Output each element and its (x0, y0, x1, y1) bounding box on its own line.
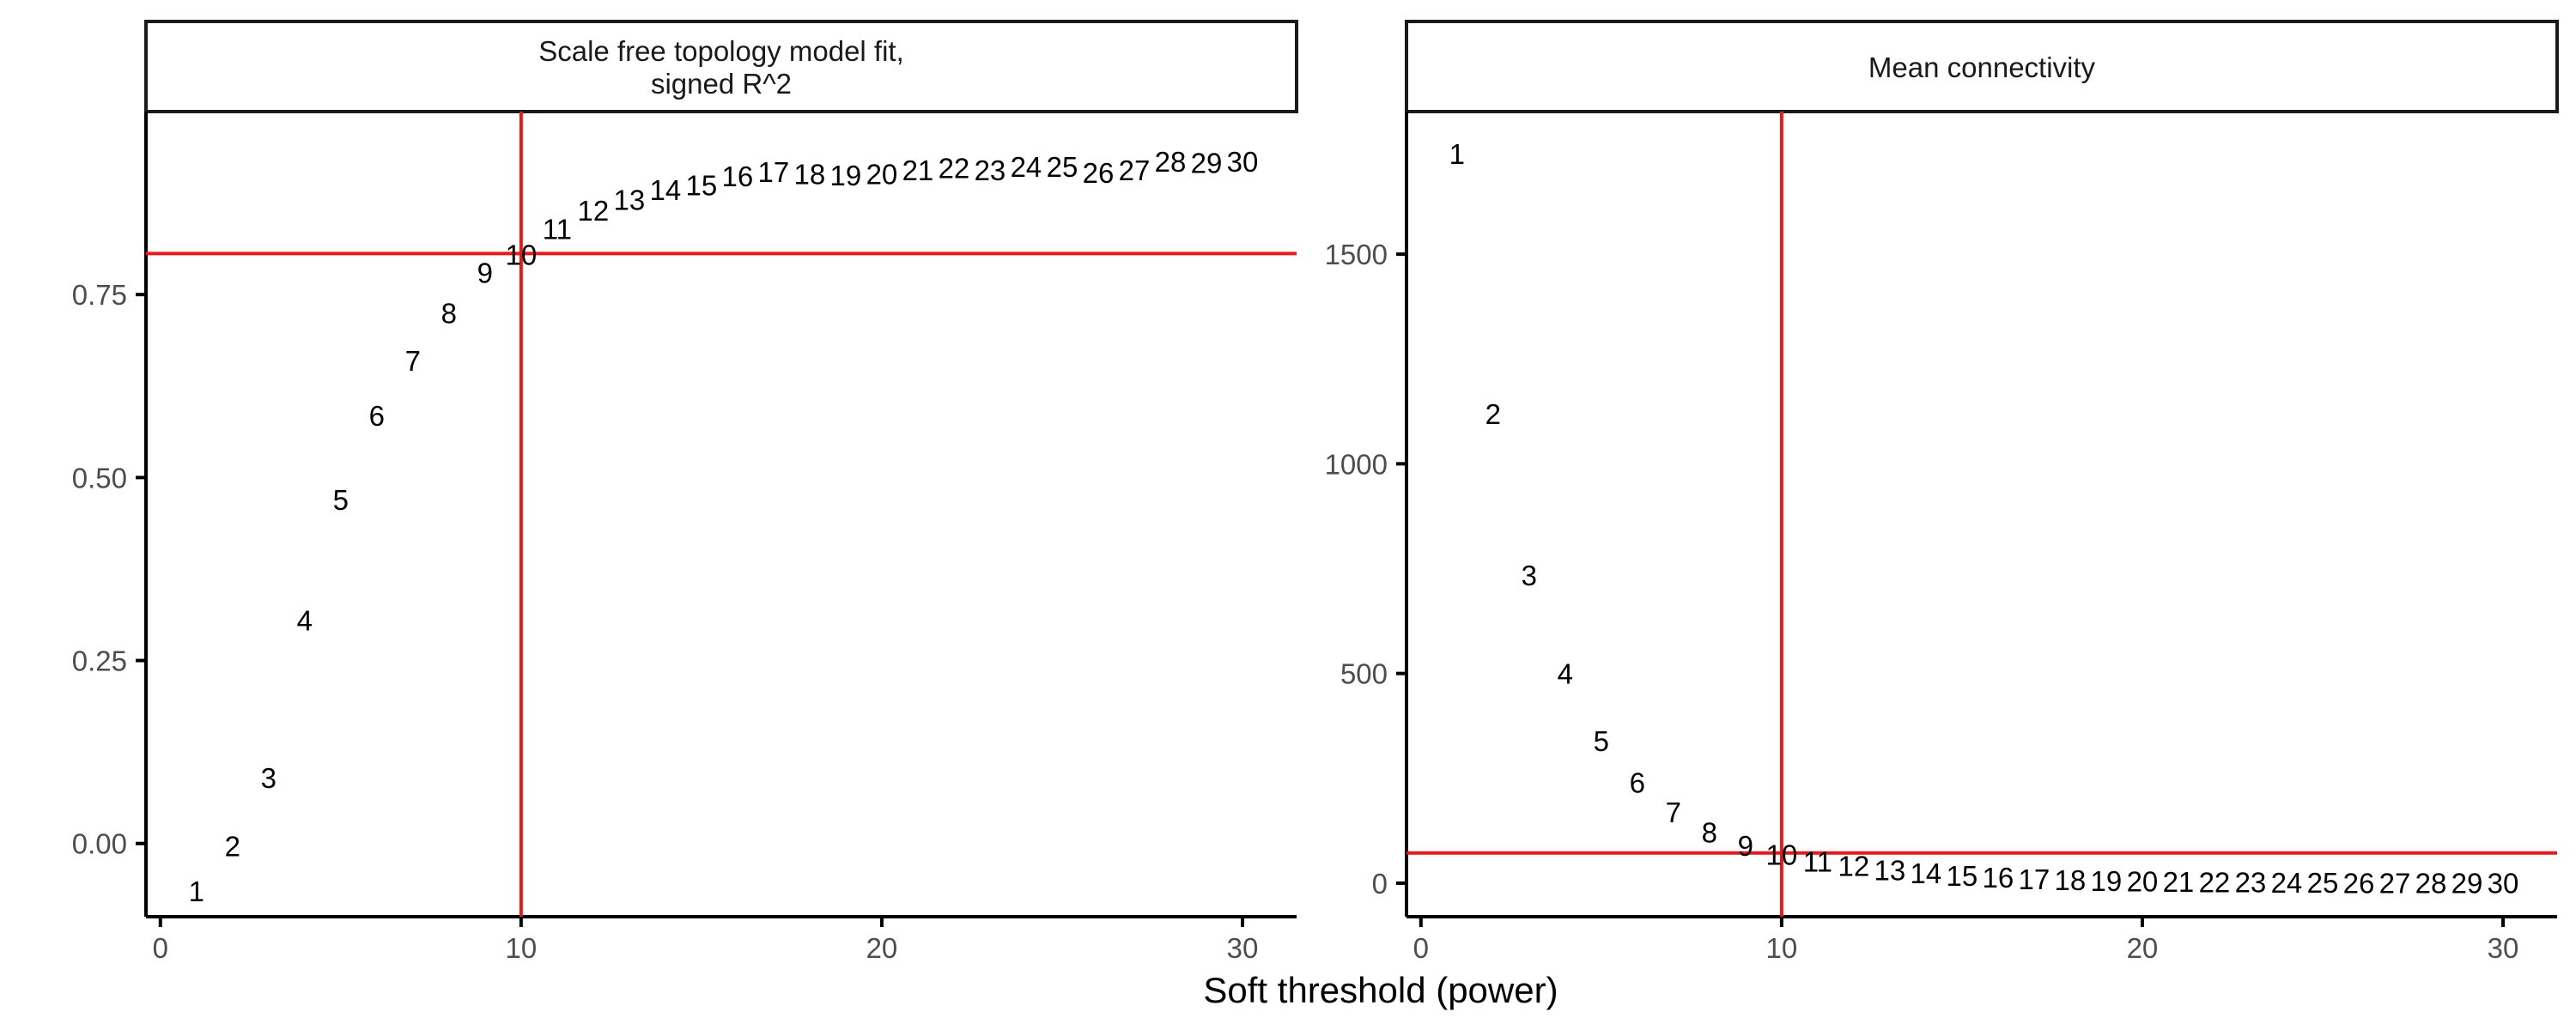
point-label-25: 25 (2307, 867, 2339, 899)
point-label-24: 24 (2271, 867, 2303, 899)
y-tick-label: 0 (1372, 868, 1388, 900)
x-tick-label: 10 (1766, 932, 1798, 964)
point-label-27: 27 (2379, 867, 2411, 899)
point-label-6: 6 (369, 400, 385, 432)
point-label-24: 24 (1011, 151, 1042, 183)
point-label-23: 23 (975, 154, 1006, 186)
x-tick-label: 30 (1227, 932, 1259, 964)
panel-scale-free-fit: Scale free topology model fit, signed R^… (72, 20, 1298, 964)
point-label-17: 17 (758, 156, 790, 188)
point-label-5: 5 (333, 484, 349, 516)
point-label-8: 8 (1702, 816, 1717, 848)
point-label-22: 22 (2199, 866, 2231, 898)
x-tick-label: 20 (2127, 932, 2159, 964)
point-label-21: 21 (902, 154, 934, 186)
point-label-25: 25 (1047, 151, 1078, 183)
x-tick-label: 0 (153, 932, 168, 964)
point-label-29: 29 (2451, 868, 2483, 900)
point-label-1: 1 (1449, 138, 1465, 170)
point-label-16: 16 (722, 161, 754, 192)
y-tick-label: 1500 (1325, 239, 1388, 270)
point-label-14: 14 (650, 174, 682, 206)
point-label-13: 13 (1874, 854, 1906, 886)
point-label-20: 20 (2127, 865, 2159, 897)
point-label-9: 9 (1738, 830, 1753, 862)
point-label-14: 14 (1911, 857, 1942, 889)
point-label-15: 15 (1947, 860, 1978, 892)
strip-title-line-1: Mean connectivity (1868, 52, 2096, 83)
point-label-19: 19 (2091, 865, 2123, 897)
point-label-1: 1 (189, 876, 204, 907)
y-tick-label: 1000 (1325, 448, 1388, 480)
point-label-10: 10 (506, 239, 538, 270)
point-label-28: 28 (2415, 868, 2447, 900)
strip-title-line-1: Scale free topology model fit, (538, 35, 904, 67)
point-label-27: 27 (1119, 154, 1151, 186)
strip-mean-connectivity (1405, 20, 2559, 113)
y-tick-label: 0.25 (72, 645, 127, 677)
point-label-2: 2 (225, 830, 240, 862)
point-label-17: 17 (2019, 863, 2050, 895)
y-tick-label: 0.50 (72, 462, 127, 494)
point-label-4: 4 (1558, 658, 1573, 690)
strip-scale-free-fit (144, 20, 1298, 113)
point-label-26: 26 (1083, 157, 1115, 189)
point-label-12: 12 (578, 195, 610, 227)
point-label-20: 20 (866, 158, 898, 190)
point-label-9: 9 (477, 258, 493, 289)
point-label-5: 5 (1594, 725, 1609, 757)
point-label-18: 18 (2055, 864, 2087, 896)
point-label-7: 7 (405, 345, 421, 377)
x-axis-title: Soft threshold (power) (1203, 970, 1558, 1010)
point-label-11: 11 (1803, 846, 1832, 878)
point-label-12: 12 (1838, 850, 1870, 882)
point-label-21: 21 (2163, 866, 2195, 898)
point-label-8: 8 (441, 298, 457, 330)
point-label-10: 10 (1766, 839, 1798, 871)
x-tick-label: 10 (506, 932, 538, 964)
x-tick-label: 0 (1413, 932, 1429, 964)
point-label-3: 3 (1522, 560, 1537, 591)
point-label-26: 26 (2343, 867, 2375, 899)
point-label-30: 30 (1227, 146, 1259, 178)
x-tick-label: 20 (866, 932, 898, 964)
point-label-19: 19 (830, 160, 862, 191)
y-tick-label: 500 (1340, 658, 1388, 690)
point-label-3: 3 (261, 762, 276, 794)
point-label-11: 11 (543, 213, 572, 245)
point-label-18: 18 (794, 158, 826, 190)
point-label-13: 13 (614, 184, 646, 215)
point-label-23: 23 (2235, 867, 2267, 899)
point-label-15: 15 (686, 169, 718, 201)
point-label-29: 29 (1191, 148, 1223, 179)
x-tick-label: 30 (2488, 932, 2519, 964)
point-label-22: 22 (939, 153, 970, 185)
point-label-6: 6 (1630, 767, 1645, 799)
y-tick-label: 0.00 (72, 828, 127, 860)
point-label-28: 28 (1155, 146, 1187, 178)
point-label-4: 4 (297, 605, 313, 637)
point-label-16: 16 (1983, 862, 2014, 894)
y-tick-label: 0.75 (72, 279, 127, 311)
strip-title-line-2: signed R^2 (651, 68, 792, 100)
point-label-2: 2 (1485, 398, 1501, 430)
point-label-30: 30 (2488, 868, 2519, 900)
point-label-7: 7 (1666, 797, 1681, 828)
